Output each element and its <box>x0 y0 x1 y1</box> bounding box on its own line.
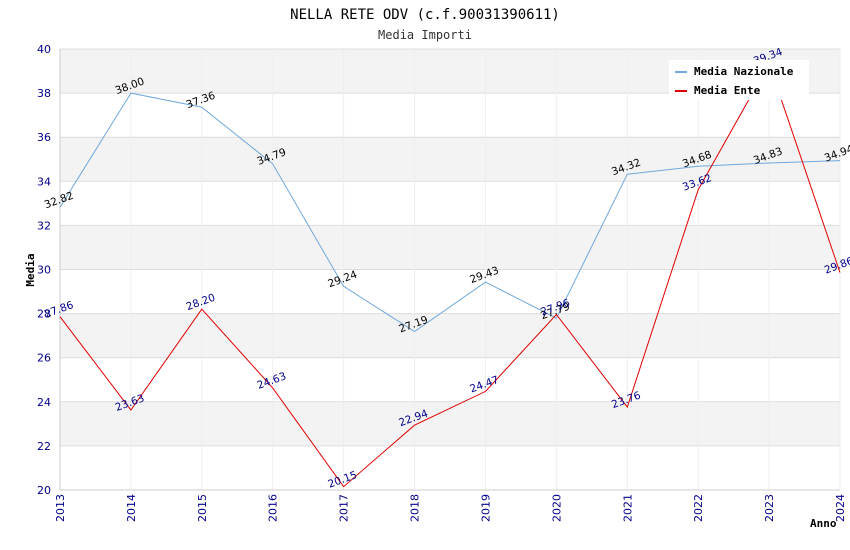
legend: Media Nazionale Media Ente <box>669 60 809 100</box>
y-tick-label: 38 <box>37 87 51 100</box>
x-tick-label: 2017 <box>338 494 351 522</box>
x-tick-label: 2024 <box>834 494 847 522</box>
x-tick-label: 2023 <box>763 494 776 522</box>
y-tick-label: 24 <box>37 396 51 409</box>
x-tick-label: 2021 <box>621 494 634 522</box>
series-line-media-nazionale <box>59 92 841 333</box>
data-label-media-nazionale: 32.82 <box>43 190 75 212</box>
legend-label-media-ente: Media Ente <box>694 84 761 97</box>
y-tick-label: 32 <box>37 219 51 232</box>
y-axis-label: Media <box>24 253 37 286</box>
y-tick-label: 20 <box>37 484 51 497</box>
x-tick-label: 2015 <box>196 494 209 522</box>
y-tick-label: 36 <box>37 131 51 144</box>
x-tick-label: 2020 <box>550 494 563 522</box>
x-tick-label: 2013 <box>54 494 67 522</box>
grid-band <box>60 401 840 446</box>
y-tick-label: 40 <box>37 43 51 56</box>
y-tick-label: 26 <box>37 352 51 365</box>
x-tick-label: 2019 <box>479 494 492 522</box>
chart-title: NELLA RETE ODV (c.f.90031390611) <box>290 7 560 23</box>
series-line-media-ente <box>59 62 841 488</box>
legend-label-media-nazionale: Media Nazionale <box>694 65 794 78</box>
x-tick-label: 2018 <box>409 494 422 522</box>
y-tick-label: 28 <box>37 308 51 321</box>
legend-box <box>669 60 809 100</box>
grid-band <box>60 313 840 358</box>
x-tick-label: 2016 <box>267 494 280 522</box>
y-tick-label: 30 <box>37 264 51 277</box>
y-tick-label: 34 <box>37 175 51 188</box>
grid-band <box>60 137 840 182</box>
chart-subtitle: Media Importi <box>378 28 472 42</box>
data-label-media-ente: 20.15 <box>326 469 358 491</box>
grid-band <box>60 225 840 270</box>
x-axis-label: Anno <box>810 517 837 530</box>
x-tick-label: 2014 <box>125 494 138 522</box>
data-label-media-nazionale: 29.24 <box>326 269 359 291</box>
x-tick-label: 2022 <box>692 494 705 522</box>
y-tick-label: 22 <box>37 440 51 453</box>
